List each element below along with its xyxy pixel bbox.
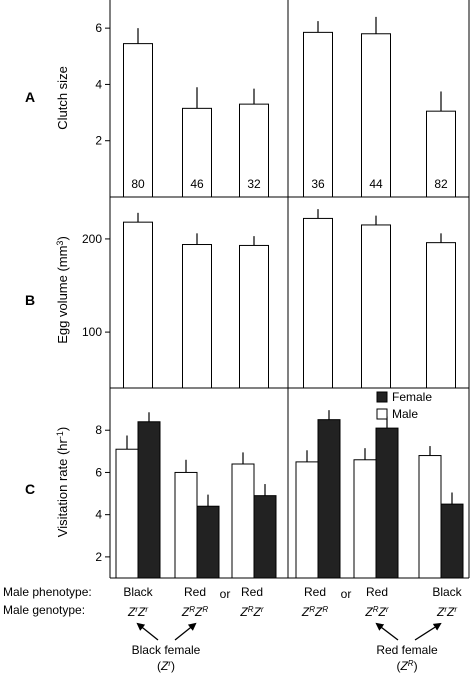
bar: [123, 43, 153, 198]
bar: [253, 495, 277, 579]
bar-data-label: 46: [190, 177, 204, 191]
genotype-label: ZrZr: [127, 605, 148, 619]
bar-data-label: 36: [311, 177, 325, 191]
bar: [361, 33, 391, 198]
panel-label-b: B: [25, 292, 35, 308]
bar: [123, 221, 153, 389]
red-female-genotype: (ZR): [396, 659, 417, 673]
y-axis-title-visitation-text: Visitation rate (hr: [55, 438, 70, 537]
genotype-label: ZRZr: [364, 605, 388, 619]
footer: Male phenotype: Male genotype: Black Red…: [3, 585, 463, 673]
arrow-red-female-left: [375, 622, 399, 641]
bar: [426, 110, 456, 198]
y-tick-label: 2: [95, 550, 102, 564]
plot-frame: [109, 0, 470, 579]
bar: [182, 244, 212, 389]
y-tick-label: 6: [95, 21, 102, 35]
black-female-label: Black female: [132, 643, 201, 657]
phenotype-label: Red: [241, 585, 263, 599]
arrow-black-female-left: [136, 622, 159, 641]
y-axis-title-visitation-sup: -1: [55, 431, 65, 439]
y-tick-label: 100: [82, 325, 102, 339]
bar: [115, 448, 139, 579]
bar: [239, 103, 269, 198]
bar: [375, 427, 399, 579]
genotype-label: ZRZr: [239, 605, 263, 619]
phenotype-label: Black: [123, 585, 153, 599]
bar: [440, 503, 464, 579]
y-tick-label: 2: [95, 134, 102, 148]
bar-data-label: 80: [131, 177, 145, 191]
genotype-row-label: Male genotype:: [3, 603, 85, 617]
genotype-label: ZrZr: [436, 605, 457, 619]
phenotype-row-label: Male phenotype:: [3, 585, 92, 599]
y-tick-label: 4: [95, 77, 102, 91]
bar-data-label: 82: [434, 177, 448, 191]
arrow-red-female-right: [414, 622, 442, 641]
legend-swatch-female: [376, 391, 388, 403]
bar: [182, 107, 212, 198]
bar: [174, 471, 198, 579]
y-tick-label: 4: [95, 508, 102, 522]
y-tick-label: 6: [95, 465, 102, 479]
bar: [353, 459, 377, 579]
bar: [137, 421, 161, 579]
bar: [295, 461, 319, 579]
bar: [426, 242, 456, 389]
bar: [231, 463, 255, 579]
y-axis-title-egg-volume-sup: 3: [55, 241, 65, 246]
or-text: or: [220, 587, 231, 601]
y-axis-title-egg-volume: Egg volume (mm3): [55, 236, 70, 344]
bar: [303, 31, 333, 198]
black-female-genotype: (Zr): [157, 659, 175, 673]
bar-data-label: 44: [369, 177, 383, 191]
legend-label-male: Male: [392, 407, 418, 421]
bar: [361, 224, 391, 389]
genotype-label: ZRZR: [301, 605, 328, 619]
arrow-black-female-right: [174, 622, 197, 641]
y-axis-title-visitation-rate: Visitation rate (hr-1): [55, 427, 70, 537]
bar-data-label: 32: [247, 177, 261, 191]
phenotype-label: Red: [366, 585, 388, 599]
y-axis-title-egg-volume-end: ): [55, 236, 70, 240]
y-axis-title-visitation-end: ): [55, 427, 70, 431]
bar: [196, 505, 220, 579]
red-female-label: Red female: [376, 643, 438, 657]
legend-label-female: Female: [392, 390, 432, 404]
bar: [418, 455, 442, 579]
legend-swatch-male: [376, 408, 388, 420]
or-text: or: [341, 587, 352, 601]
bar: [317, 419, 341, 579]
bar: [239, 244, 269, 389]
y-axis-title-clutch-size: Clutch size: [55, 66, 70, 130]
panel-label-c: C: [25, 481, 35, 497]
y-axis-title-egg-volume-text: Egg volume (mm: [55, 246, 70, 344]
phenotype-label: Red: [304, 585, 326, 599]
legend: Female Male: [376, 390, 432, 421]
genotype-label: ZRZR: [181, 605, 208, 619]
y-tick-label: 8: [95, 423, 102, 437]
phenotype-label: Black: [432, 585, 462, 599]
bar: [303, 217, 333, 389]
phenotype-label: Red: [184, 585, 206, 599]
y-tick-label: 200: [82, 232, 102, 246]
panel-label-a: A: [25, 89, 35, 105]
